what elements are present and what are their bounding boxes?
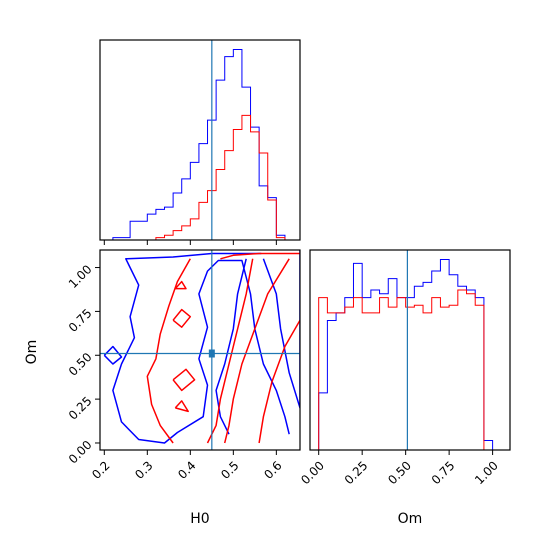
contour-series-1-level-8 bbox=[174, 400, 189, 413]
contour-series-1-level-6 bbox=[172, 308, 192, 328]
joint-xtick-label-2: 0.4 bbox=[175, 458, 198, 481]
x-axis-label-om: Om bbox=[398, 511, 423, 527]
hist-om-xtick-label-2: 0.50 bbox=[385, 458, 414, 487]
joint-ytick-label-4: 1.00 bbox=[66, 262, 95, 291]
hist-om-xtick-label-4: 1.00 bbox=[472, 458, 501, 487]
hist-h0-panel bbox=[99, 39, 301, 245]
joint-h0-om-panel: 0.2 0.3 0.4 0.5 0.6 0.00 0.25 0.50 0.75 1.00 bbox=[66, 249, 301, 482]
contour-series-0-level-0 bbox=[112, 252, 290, 444]
contour-series-0-level-2 bbox=[215, 258, 247, 435]
contour-series-1-level-2 bbox=[206, 258, 254, 444]
contour-series-1-level-5 bbox=[174, 280, 187, 290]
contour-series-1-level-4 bbox=[258, 319, 300, 444]
joint-ytick-label-0: 0.00 bbox=[66, 438, 95, 467]
hist-om-series-0 bbox=[311, 259, 510, 451]
joint-ytick-label-2: 0.50 bbox=[66, 350, 95, 379]
contour-series-1-level-0 bbox=[146, 258, 191, 444]
contour-series-1-level-7 bbox=[172, 368, 196, 392]
joint-ytick-label-1: 0.25 bbox=[66, 394, 95, 423]
hist-om-xtick-label-1: 0.25 bbox=[342, 458, 371, 487]
joint-ytick-label-3: 0.75 bbox=[66, 306, 95, 335]
joint-truth-marker bbox=[208, 349, 215, 358]
joint-xtick-label-3: 0.5 bbox=[218, 458, 241, 481]
joint-xtick-label-4: 0.6 bbox=[261, 458, 284, 481]
joint-xtick-label-1: 0.3 bbox=[132, 458, 155, 481]
hist-h0-series-0 bbox=[104, 49, 294, 241]
hist-om-frame bbox=[309, 249, 511, 451]
contour-series-1-level-1 bbox=[223, 258, 290, 444]
hist-om-series-1 bbox=[311, 289, 510, 451]
hist-h0-series-1 bbox=[104, 114, 294, 241]
y-axis-label-om: Om bbox=[24, 340, 40, 365]
hist-om-xtick-label-0: 0.00 bbox=[298, 458, 327, 487]
joint-xtick-label-0: 0.2 bbox=[89, 458, 112, 481]
hist-h0-frame bbox=[99, 39, 301, 241]
contour-series-0-level-1 bbox=[262, 250, 300, 409]
contour-series-1-level-3 bbox=[220, 252, 300, 260]
hist-om-panel: 0.00 0.25 0.50 0.75 1.00 bbox=[298, 249, 511, 487]
contour-series-0-level-3 bbox=[103, 345, 123, 365]
joint-contours bbox=[103, 250, 300, 444]
hist-om-xtick-label-3: 0.75 bbox=[429, 458, 458, 487]
joint-frame bbox=[99, 249, 301, 451]
x-axis-label-h0: H0 bbox=[190, 511, 209, 527]
